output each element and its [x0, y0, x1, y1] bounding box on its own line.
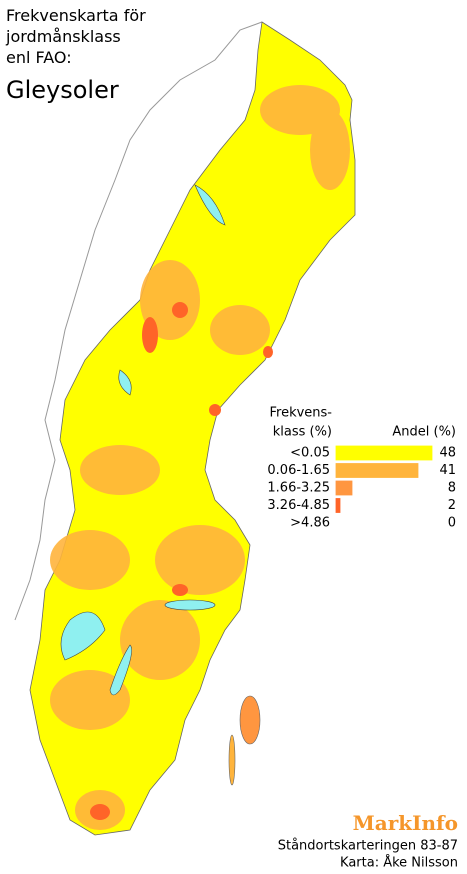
- share-bar: [335, 480, 353, 496]
- title-line: enl FAO:: [6, 48, 72, 67]
- share-bar: [335, 463, 419, 478]
- share-label: 0: [448, 516, 456, 531]
- share-label: 41: [439, 463, 456, 478]
- class-label: 0.06-1.65: [267, 463, 330, 478]
- class-label: 1.66-3.25: [267, 481, 330, 496]
- brand: MarkInfo: [353, 811, 458, 835]
- share-bar: [335, 445, 433, 461]
- class-label: 3.26-4.85: [267, 498, 330, 513]
- share-label: 8: [448, 481, 456, 496]
- legend: Frekvens- klass (%) Andel (%) <0.05 48 0.0…: [267, 406, 456, 531]
- neighbor-border: [14, 21, 263, 621]
- title-subject: Gleysoler: [6, 76, 119, 104]
- high-frequency-areas: [50, 85, 350, 830]
- class-label: >4.86: [290, 516, 330, 531]
- country: [29, 21, 356, 836]
- gotland: [239, 695, 261, 745]
- lakes: [60, 184, 226, 696]
- share-bar: [335, 498, 341, 513]
- oland: [228, 734, 236, 786]
- title-line: jordmånsklass: [5, 27, 121, 46]
- credit: Ståndortskarteringen 83-87: [278, 839, 458, 854]
- peak-areas: [90, 302, 273, 820]
- class-label: <0.05: [290, 446, 330, 461]
- legend-header: klass (%): [273, 425, 332, 440]
- share-label: 2: [448, 498, 456, 513]
- credit: Karta: Åke Nilsson: [340, 855, 458, 871]
- legend-header: Frekvens-: [269, 406, 332, 421]
- legend-header: Andel (%): [392, 425, 456, 440]
- share-label: 48: [439, 446, 456, 461]
- title-line: Frekvenskarta för: [6, 6, 146, 25]
- map: [14, 21, 356, 836]
